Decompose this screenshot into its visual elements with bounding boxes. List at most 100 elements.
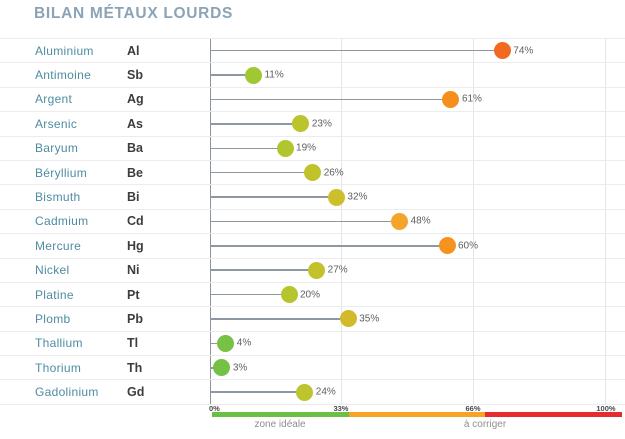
table-row: Mercure Hg 60% xyxy=(0,234,625,259)
metal-name: Baryum xyxy=(35,141,79,156)
table-row: Platine Pt 20% xyxy=(0,283,625,308)
metal-symbol: Gd xyxy=(127,385,145,400)
stem xyxy=(210,147,286,149)
color-scale-bar xyxy=(212,412,623,417)
value-label: 23% xyxy=(311,118,332,130)
value-dot[interactable] xyxy=(304,164,322,182)
metal-symbol: Pb xyxy=(127,311,143,326)
stem xyxy=(210,391,305,393)
row-plot: 23% xyxy=(210,112,605,135)
table-row: Gadolinium Gd 24% xyxy=(0,380,625,405)
stem xyxy=(210,171,313,174)
metal-name: Béryllium xyxy=(35,165,88,180)
value-dot[interactable] xyxy=(438,237,456,255)
metal-name: Nickel xyxy=(35,263,70,278)
scale-label-ideal: zone idéale xyxy=(254,419,306,430)
axis-tick-100: 100% xyxy=(596,404,616,413)
rows: Aluminium Al 74% Antimoine Sb 11% Argent… xyxy=(0,38,625,405)
value-dot[interactable] xyxy=(292,115,310,133)
metal-symbol: Cd xyxy=(127,214,144,229)
value-label: 32% xyxy=(347,191,368,203)
stem xyxy=(210,74,254,76)
table-row: Béryllium Be 26% xyxy=(0,161,625,186)
table-row: Aluminium Al 74% xyxy=(0,39,625,64)
stem xyxy=(210,196,337,198)
value-dot[interactable] xyxy=(308,261,326,279)
value-label: 4% xyxy=(236,337,252,349)
stem xyxy=(210,123,301,125)
value-label: 60% xyxy=(458,240,479,252)
metal-symbol: Al xyxy=(127,43,140,58)
metal-name: Antimoine xyxy=(35,68,92,83)
row-plot: 27% xyxy=(210,259,605,282)
row-plot: 20% xyxy=(210,283,605,306)
value-dot[interactable] xyxy=(244,66,262,84)
metal-symbol: Pt xyxy=(127,287,140,302)
axis-tick-33: 33% xyxy=(333,404,349,413)
row-plot: 3% xyxy=(210,356,605,379)
value-dot[interactable] xyxy=(327,188,345,206)
table-row: Bismuth Bi 32% xyxy=(0,185,625,210)
axis-tick-66: 66% xyxy=(465,404,481,413)
metal-symbol: Th xyxy=(127,360,143,375)
scale-label-correct: à corriger xyxy=(463,419,507,430)
value-label: 27% xyxy=(327,264,348,276)
value-dot[interactable] xyxy=(213,359,231,377)
row-plot: 24% xyxy=(210,380,605,403)
stem xyxy=(210,269,317,271)
chart-title: BILAN MÉTAUX LOURDS xyxy=(34,5,234,22)
value-label: 11% xyxy=(264,69,284,81)
value-label: 61% xyxy=(461,93,482,105)
value-dot[interactable] xyxy=(339,310,357,328)
metal-symbol: Bi xyxy=(127,190,140,205)
table-row: Plomb Pb 35% xyxy=(0,307,625,332)
row-plot: 60% xyxy=(210,234,605,257)
table-row: Thallium Tl 4% xyxy=(0,332,625,357)
scale-segment-orange xyxy=(348,412,486,417)
stem xyxy=(210,245,447,247)
value-label: 24% xyxy=(315,386,336,398)
value-label: 74% xyxy=(513,45,534,57)
value-dot[interactable] xyxy=(391,212,409,230)
value-dot[interactable] xyxy=(217,334,235,352)
value-dot[interactable] xyxy=(493,42,511,60)
metal-symbol: As xyxy=(127,116,143,131)
metal-name: Argent xyxy=(35,92,73,107)
metal-symbol: Sb xyxy=(127,68,143,83)
table-row: Cadmium Cd 48% xyxy=(0,210,625,235)
stem xyxy=(210,293,289,296)
row-plot: 35% xyxy=(210,307,605,330)
stem xyxy=(210,49,503,52)
stem xyxy=(210,220,400,223)
value-label: 48% xyxy=(410,215,431,227)
row-plot: 26% xyxy=(210,161,605,184)
row-plot: 74% xyxy=(210,39,605,62)
metal-symbol: Ag xyxy=(127,92,144,107)
row-plot: 32% xyxy=(210,185,605,208)
metal-symbol: Ba xyxy=(127,141,143,156)
metal-name: Gadolinium xyxy=(35,385,99,400)
value-dot[interactable] xyxy=(296,383,314,401)
metal-symbol: Hg xyxy=(127,238,144,253)
table-row: Antimoine Sb 11% xyxy=(0,63,625,88)
metal-name: Arsenic xyxy=(35,116,78,131)
value-label: 3% xyxy=(232,362,248,374)
metal-name: Thorium xyxy=(35,360,82,375)
row-plot: 19% xyxy=(210,137,605,160)
table-row: Nickel Ni 27% xyxy=(0,259,625,283)
value-label: 19% xyxy=(296,142,317,154)
scale-segment-green xyxy=(212,412,349,417)
x-axis: 0% 33% 66% 100% xyxy=(209,404,616,413)
table-row: Baryum Ba 19% xyxy=(0,137,625,161)
metal-name: Cadmium xyxy=(35,214,89,229)
row-plot: 48% xyxy=(210,210,605,233)
metal-name: Plomb xyxy=(35,311,71,326)
value-dot[interactable] xyxy=(280,286,298,304)
value-dot[interactable] xyxy=(442,90,460,108)
row-plot: 61% xyxy=(210,88,605,111)
value-dot[interactable] xyxy=(276,139,294,157)
scale-legend: zone idéale à corriger xyxy=(212,419,622,433)
value-label: 26% xyxy=(323,167,344,179)
metal-name: Mercure xyxy=(35,238,82,253)
